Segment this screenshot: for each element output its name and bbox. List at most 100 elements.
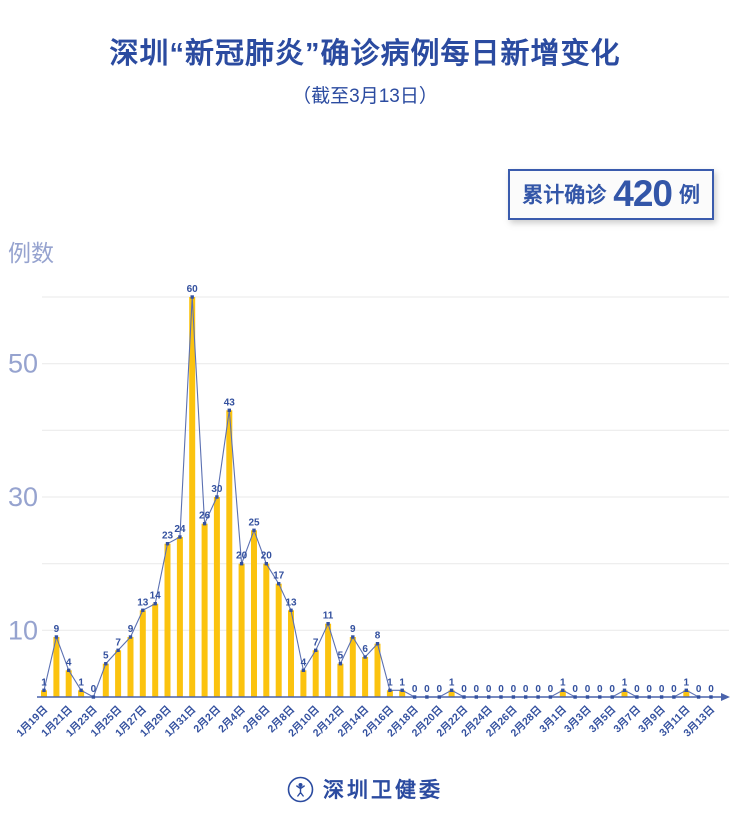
value-label: 11 (323, 611, 334, 622)
x-tick-label: 2月6日 (241, 704, 273, 736)
data-point (709, 695, 713, 699)
data-point (622, 688, 627, 692)
data-point (190, 295, 194, 299)
bar (448, 690, 455, 697)
data-point (104, 662, 108, 666)
badge-suffix: 例 (679, 183, 700, 207)
value-label: 30 (211, 484, 223, 495)
value-label: 0 (634, 684, 640, 695)
badge-value: 420 (613, 173, 673, 214)
value-label: 60 (187, 284, 199, 295)
data-point (289, 608, 293, 612)
value-label: 26 (199, 511, 211, 522)
value-label: 0 (424, 684, 430, 695)
data-point (141, 608, 145, 612)
value-label: 9 (350, 624, 356, 635)
value-label: 1 (449, 677, 455, 688)
bar (139, 610, 146, 697)
bar (251, 530, 257, 697)
data-point (388, 688, 392, 692)
value-label: 1 (399, 677, 405, 688)
bar (164, 543, 171, 697)
value-label: 5 (103, 651, 109, 662)
data-point (511, 695, 516, 699)
y-axis-title: 例数 (8, 240, 54, 266)
health-commission-emblem-icon (287, 776, 314, 802)
data-point (42, 688, 46, 692)
value-label: 13 (285, 597, 297, 608)
bar (226, 410, 233, 697)
data-point (91, 695, 96, 699)
value-label: 0 (412, 684, 418, 695)
page-subtitle: （截至3月13日） (292, 86, 438, 107)
value-label: 0 (474, 684, 480, 695)
value-label: 0 (646, 684, 652, 695)
brand-name: 深圳卫健委 (323, 779, 443, 802)
data-point (684, 688, 688, 692)
bar (337, 663, 344, 697)
value-label: 0 (572, 684, 578, 695)
value-label: 1 (560, 677, 566, 688)
bar (312, 650, 319, 697)
data-point (375, 642, 380, 646)
bar (683, 690, 690, 697)
value-label: 17 (273, 571, 285, 582)
data-point (400, 688, 404, 692)
data-point (128, 635, 133, 639)
bar (213, 497, 220, 697)
value-label: 0 (696, 684, 702, 695)
value-label: 0 (511, 684, 517, 695)
x-tick-label: 2月4日 (216, 704, 248, 736)
value-label: 0 (548, 684, 554, 695)
data-point (79, 688, 83, 692)
footer: 深圳卫健委 (0, 774, 730, 804)
x-tick-label: 3月7日 (611, 704, 643, 736)
x-tick-label: 3月3日 (562, 704, 594, 736)
data-point (561, 688, 565, 692)
infographic-page: 深圳“新冠肺炎”确诊病例每日新增变化 （截至3月13日） 累计确诊 420 例 … (0, 30, 730, 802)
y-tick-label: 50 (8, 349, 38, 379)
data-point (487, 695, 491, 699)
data-point (647, 695, 651, 699)
data-point (301, 668, 306, 672)
data-point (54, 635, 59, 639)
x-axis-arrow-icon (721, 693, 730, 701)
bar (399, 690, 406, 697)
y-tick-label: 30 (8, 482, 38, 512)
data-point (165, 542, 170, 546)
data-point (425, 695, 429, 699)
value-label: 25 (248, 517, 260, 528)
bar (263, 563, 270, 697)
value-label: 0 (671, 684, 677, 695)
bar (300, 670, 307, 697)
data-point (264, 562, 268, 566)
value-label: 0 (461, 684, 467, 695)
value-label: 0 (585, 684, 591, 695)
bar (374, 643, 381, 697)
data-point (548, 695, 553, 699)
value-label: 0 (597, 684, 603, 695)
data-point (437, 695, 441, 699)
chart-svg: 1941057913142324602630432025201713471159… (8, 284, 730, 739)
data-point (585, 695, 590, 699)
data-point (524, 695, 528, 699)
value-label: 0 (535, 684, 541, 695)
data-point (672, 695, 676, 699)
data-point (598, 695, 602, 699)
bar (288, 610, 294, 697)
bar (238, 563, 245, 697)
bar (152, 603, 159, 697)
data-point (277, 582, 281, 586)
data-point (338, 662, 343, 666)
data-point (659, 695, 664, 699)
data-point (363, 655, 367, 659)
data-point (696, 695, 701, 699)
bar (41, 690, 47, 697)
value-label: 24 (174, 524, 186, 535)
data-point (499, 695, 503, 699)
value-label: 1 (41, 677, 47, 688)
bar (349, 637, 356, 697)
value-label: 0 (523, 684, 529, 695)
value-label: 14 (150, 591, 162, 602)
bar (65, 670, 72, 697)
